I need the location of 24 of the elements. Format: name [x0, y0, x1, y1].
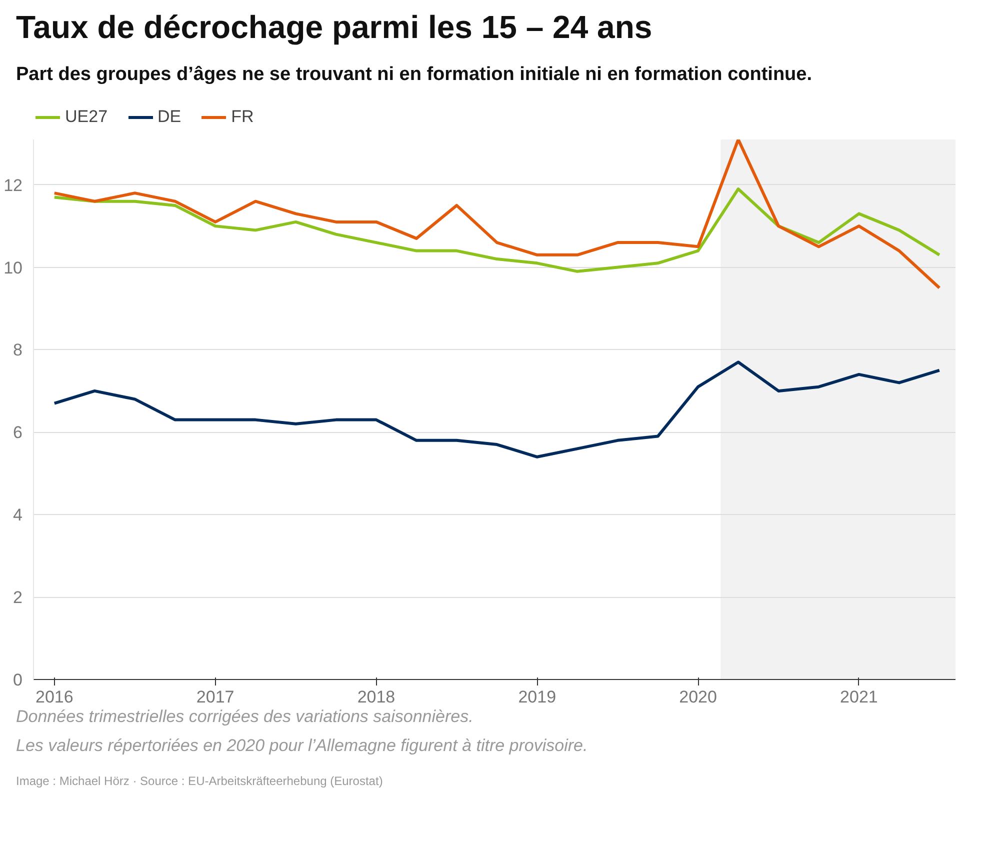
y-tick-label: 0 [13, 670, 23, 690]
x-tick-label: 2019 [518, 687, 556, 706]
y-tick-label: 4 [13, 505, 23, 524]
text: Les valeurs répertoriées en 2020 pour l’Allemagne figurent à titre provisoire. [16, 735, 588, 758]
text: Données trimestrielles corrigées des variations saisonnières. [16, 706, 474, 728]
x-tick-label: 2018 [357, 687, 396, 706]
chart-title: Taux de décrochage parmi les 15 – 24 ans [16, 8, 652, 47]
x-tick-label: 2017 [196, 687, 234, 706]
x-tick-label: 2021 [840, 687, 878, 706]
x-tick-label: 2020 [679, 687, 717, 706]
y-tick-label: 2 [13, 588, 23, 607]
y-tick-label: 10 [4, 258, 23, 278]
y-tick-label: 6 [13, 423, 23, 442]
y-tick-label: 8 [13, 340, 23, 360]
text: Image : Michael Hörz · Source : EU-Arbeitskräfteerhebung (Eurostat) [16, 773, 383, 790]
line-series [52, 187, 941, 273]
legend-label: FR [231, 106, 254, 127]
line-series [52, 360, 941, 458]
x-tick-label: 2016 [36, 687, 74, 706]
line-series [52, 139, 941, 290]
y-tick-label: 12 [4, 176, 23, 195]
chart-subtitle: Part des groupes d’âges ne se trouvant ni en formation initiale ni en formation continue. [16, 62, 812, 87]
legend-label: DE [158, 106, 182, 127]
legend-label: UE27 [65, 106, 108, 127]
